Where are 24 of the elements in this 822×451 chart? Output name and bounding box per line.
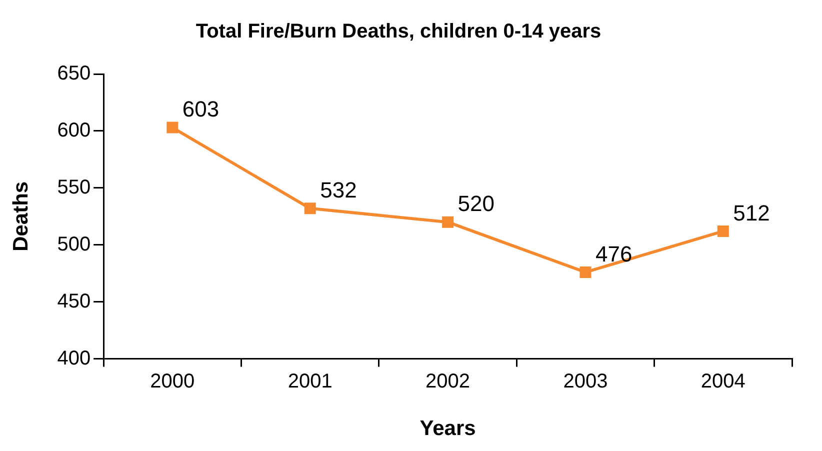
y-axis-title: Deaths xyxy=(9,181,32,252)
point xyxy=(580,266,592,278)
data-label: 512 xyxy=(733,200,770,226)
y-tick-label: 600 xyxy=(57,119,91,142)
point xyxy=(717,225,729,237)
y-tick-label: 450 xyxy=(57,290,91,312)
data-label: 520 xyxy=(458,191,495,216)
x-tick-label: 2002 xyxy=(426,370,470,392)
x-tick-label: 2000 xyxy=(150,370,195,392)
y-tick-label: 500 xyxy=(57,233,91,256)
point xyxy=(442,216,454,228)
y-tick-label: 400 xyxy=(57,347,91,370)
x-tick-label: 2003 xyxy=(563,370,608,392)
chart-title: Total Fire/Burn Deaths, children 0-14 years xyxy=(196,20,602,43)
data-label: 603 xyxy=(182,96,220,122)
data-label: 476 xyxy=(595,241,632,266)
data-label: 532 xyxy=(320,177,357,202)
y-tick-label: 650 xyxy=(57,62,91,85)
x-tick-label: 2004 xyxy=(700,370,746,392)
point xyxy=(304,202,316,214)
point xyxy=(166,122,178,134)
x-axis-title: Years xyxy=(420,417,476,440)
y-tick-label: 550 xyxy=(57,176,91,198)
x-tick-label: 2001 xyxy=(288,370,332,392)
